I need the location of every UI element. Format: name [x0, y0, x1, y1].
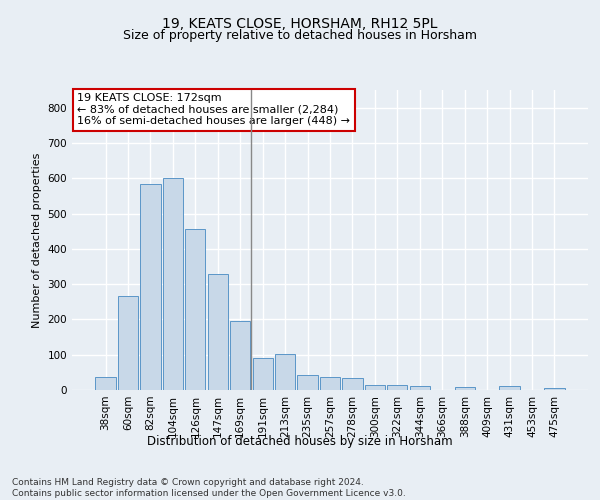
Bar: [544, 388, 565, 390]
Bar: [455, 387, 475, 390]
Bar: [95, 376, 116, 390]
Bar: [387, 384, 407, 390]
Bar: [499, 386, 520, 390]
Bar: [343, 378, 362, 390]
Bar: [163, 178, 183, 390]
Text: Contains HM Land Registry data © Crown copyright and database right 2024.
Contai: Contains HM Land Registry data © Crown c…: [12, 478, 406, 498]
Y-axis label: Number of detached properties: Number of detached properties: [32, 152, 42, 328]
Bar: [118, 296, 138, 390]
Bar: [208, 274, 228, 390]
Bar: [320, 377, 340, 390]
Bar: [185, 229, 205, 390]
Bar: [298, 375, 317, 390]
Bar: [275, 354, 295, 390]
Text: 19 KEATS CLOSE: 172sqm
← 83% of detached houses are smaller (2,284)
16% of semi-: 19 KEATS CLOSE: 172sqm ← 83% of detached…: [77, 93, 350, 126]
Text: Distribution of detached houses by size in Horsham: Distribution of detached houses by size …: [147, 435, 453, 448]
Bar: [410, 386, 430, 390]
Bar: [253, 358, 273, 390]
Text: 19, KEATS CLOSE, HORSHAM, RH12 5PL: 19, KEATS CLOSE, HORSHAM, RH12 5PL: [162, 18, 438, 32]
Bar: [365, 385, 385, 390]
Bar: [140, 184, 161, 390]
Text: Size of property relative to detached houses in Horsham: Size of property relative to detached ho…: [123, 28, 477, 42]
Bar: [230, 321, 250, 390]
